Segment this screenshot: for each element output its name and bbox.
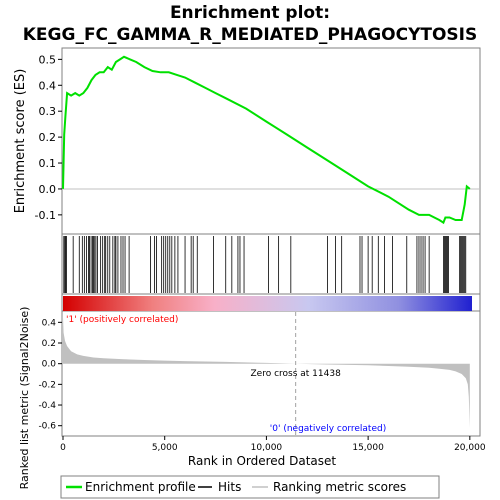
es-y-ticks: -0.1 0.0 0.1 0.2 0.3 0.4 0.5 [35,53,62,222]
metric-y-tick-label: -0.2 [38,380,56,390]
title-line-2: KEGG_FC_GAMMA_R_MEDIATED_PHAGOCYTOSIS [23,25,478,45]
metric-y-tick-label: -0.6 [38,422,56,432]
zero-cross-label: Zero cross at 11438 [251,369,342,379]
positive-correlated-label: '1' (positively correlated) [66,315,178,325]
metric-y-axis-label: Ranked list metric (Signal2Noise) [18,307,31,490]
x-axis-label: Rank in Ordered Dataset [188,454,336,468]
metric-y-tick-label: 0.0 [42,360,57,370]
negative-correlated-label: '0' (negatively correlated) [270,424,386,434]
title-line-1: Enrichment plot: [170,3,330,23]
es-y-tick-label: 0.2 [39,131,57,144]
x-ticks: 0 5,000 10,000 15,000 20,000 [60,436,486,453]
es-y-tick-label: 0.5 [39,53,57,66]
es-panel-frame [61,47,481,235]
x-tick-label: 5,000 [152,443,178,453]
es-y-tick-label: 0.1 [39,157,57,170]
rank-color-bar [63,296,472,311]
x-tick-label: 20,000 [454,443,486,453]
hits-marks [63,236,467,293]
x-tick-label: 10,000 [251,443,283,453]
es-y-tick-label: 0.3 [39,105,57,118]
enrichment-profile-line [62,55,471,225]
legend-box [60,475,440,499]
es-y-tick-label: 0.4 [39,79,57,92]
es-y-tick-label: -0.1 [35,209,56,222]
legend-profile-label: Enrichment profile [85,480,196,494]
es-y-tick-label: 0.0 [39,183,57,196]
metric-y-ticks: -0.6 -0.4 -0.2 0.0 0.2 0.4 [38,318,62,432]
x-tick-label: 0 [60,443,66,453]
metric-y-tick-label: 0.4 [42,318,57,328]
metric-y-tick-label: -0.4 [38,401,56,411]
metric-y-tick-label: 0.2 [42,339,56,349]
legend-metric-label: Ranking metric scores [273,480,406,494]
x-tick-label: 15,000 [352,443,384,453]
legend-hits-label: Hits [218,480,241,494]
es-y-axis-label: Enrichment score (ES) [13,69,28,214]
